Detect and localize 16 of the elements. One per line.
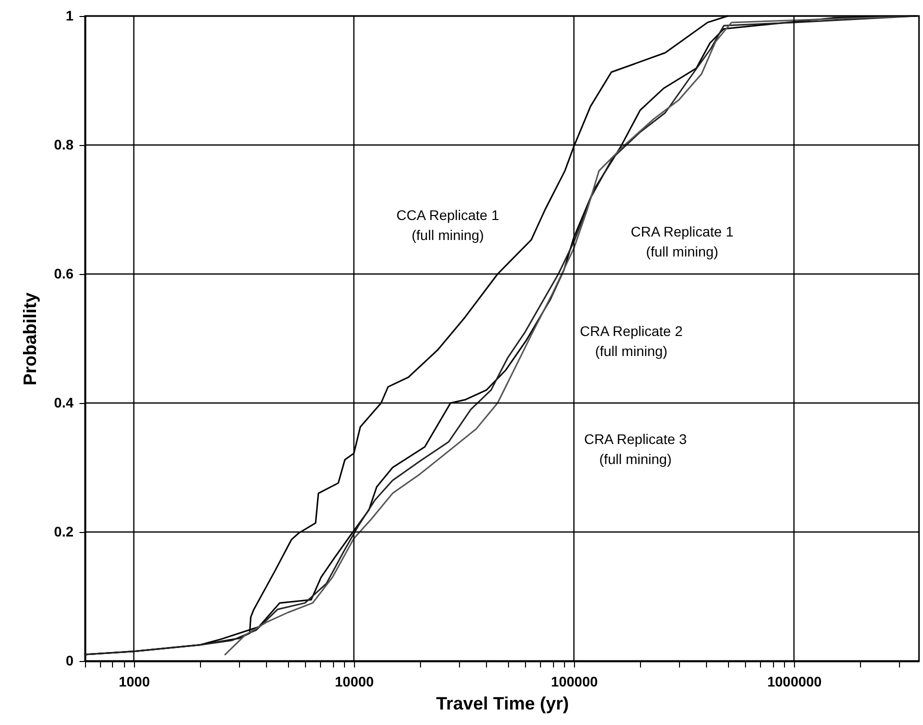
- x-tick-label: 10000: [334, 674, 374, 690]
- x-tick-label: 1000: [118, 674, 150, 690]
- y-tick-label: 0.6: [54, 266, 74, 282]
- annotation: CRA Replicate 2 (full mining): [580, 323, 683, 360]
- y-tick-label: 0.2: [54, 524, 74, 540]
- annotation: CRA Replicate 1 (full mining): [630, 224, 734, 260]
- annotation: CRA Replicate 3 (full mining): [584, 430, 688, 467]
- y-axis-title: Probability: [20, 292, 40, 386]
- x-axis-title: Travel Time (yr): [436, 694, 569, 714]
- x-tick-label: 100000: [551, 674, 598, 690]
- annotation: CCA Replicate 1 (full mining): [396, 206, 500, 243]
- y-tick-label: 0.8: [54, 136, 74, 152]
- x-tick-label: 1000000: [767, 674, 822, 690]
- y-tick-label: 0: [66, 652, 74, 668]
- y-tick-label: 0.4: [54, 394, 74, 410]
- y-tick-label: 1: [66, 8, 74, 24]
